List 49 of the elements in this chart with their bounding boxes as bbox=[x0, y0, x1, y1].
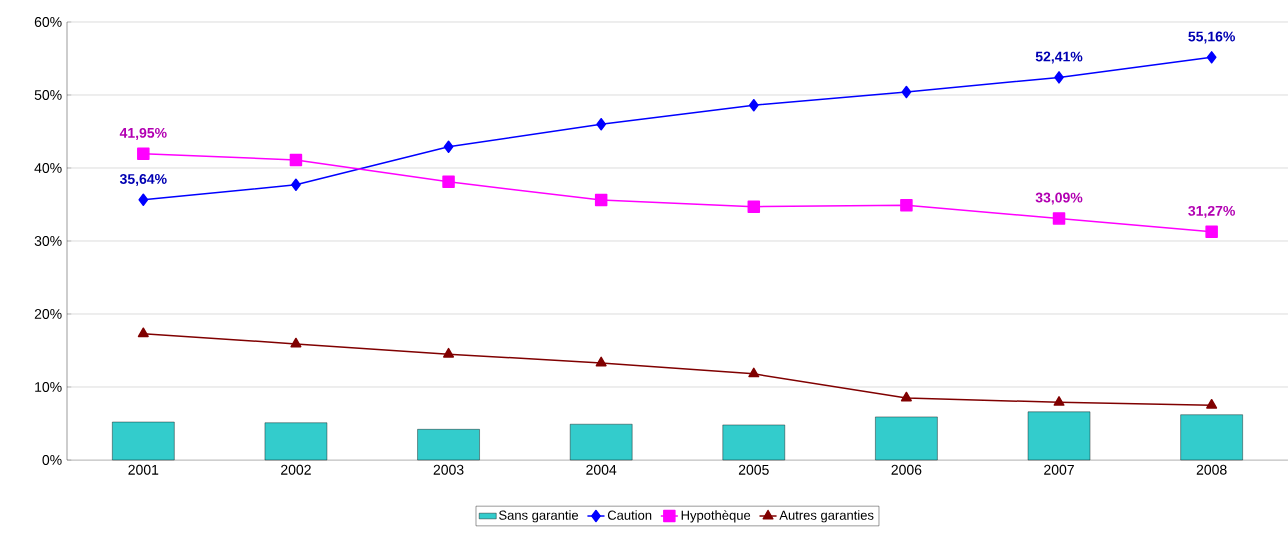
y-tick-label: 0% bbox=[42, 455, 62, 465]
data-label: 55,16% bbox=[1188, 31, 1235, 44]
point bbox=[747, 200, 761, 213]
point bbox=[138, 193, 149, 207]
point bbox=[1052, 212, 1066, 225]
legend-label: Hypothèque bbox=[681, 510, 751, 523]
x-tick-label: 2007 bbox=[1044, 464, 1074, 475]
data-label: 33,09% bbox=[1035, 192, 1083, 205]
point bbox=[748, 367, 760, 378]
point bbox=[443, 140, 454, 154]
point bbox=[1054, 71, 1064, 84]
x-tick-label: 2003 bbox=[433, 464, 464, 475]
point bbox=[595, 356, 607, 367]
legend-label: Sans garantie bbox=[499, 510, 579, 523]
point bbox=[900, 391, 912, 402]
y-tick-label: 20% bbox=[34, 309, 62, 319]
x-tick-label: 2004 bbox=[586, 464, 617, 475]
point bbox=[1206, 51, 1217, 64]
data-label: 31,27% bbox=[1188, 205, 1235, 218]
point bbox=[1206, 398, 1218, 409]
y-tick-label: 60% bbox=[34, 17, 62, 27]
point bbox=[289, 153, 303, 167]
x-tick-label: 2008 bbox=[1196, 464, 1227, 475]
point bbox=[594, 193, 608, 207]
x-tick-label: 2005 bbox=[738, 464, 769, 475]
x-tick-label: 2001 bbox=[128, 464, 159, 475]
x-tick-label: 2002 bbox=[281, 464, 311, 475]
legend-label: Caution bbox=[607, 510, 652, 520]
data-label: 52,41% bbox=[1035, 51, 1083, 64]
point bbox=[748, 98, 759, 112]
point bbox=[442, 175, 455, 189]
y-tick-label: 50% bbox=[34, 90, 62, 100]
data-label: 41,95% bbox=[119, 127, 167, 140]
point bbox=[900, 198, 913, 212]
data-label: 35,64% bbox=[119, 174, 167, 186]
point bbox=[291, 178, 301, 192]
point bbox=[596, 117, 607, 131]
point bbox=[290, 337, 302, 348]
x-tick-label: 2006 bbox=[891, 464, 922, 475]
y-tick-label: 10% bbox=[35, 382, 62, 392]
y-tick-label: 40% bbox=[34, 163, 62, 173]
point bbox=[137, 327, 149, 338]
point bbox=[443, 347, 455, 358]
point bbox=[1205, 225, 1218, 238]
point bbox=[901, 85, 912, 99]
point bbox=[137, 147, 150, 161]
legend-label: Autres garanties bbox=[779, 510, 874, 523]
point bbox=[1053, 396, 1065, 406]
y-tick-label: 30% bbox=[34, 236, 62, 246]
